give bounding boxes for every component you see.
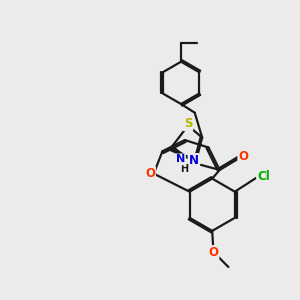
- Text: O: O: [145, 167, 155, 180]
- Text: H: H: [180, 164, 188, 174]
- Text: Cl: Cl: [257, 170, 270, 183]
- Text: N: N: [188, 154, 199, 167]
- Text: N: N: [176, 154, 185, 164]
- Text: S: S: [184, 117, 192, 130]
- Text: O: O: [238, 150, 248, 163]
- Text: O: O: [208, 246, 218, 259]
